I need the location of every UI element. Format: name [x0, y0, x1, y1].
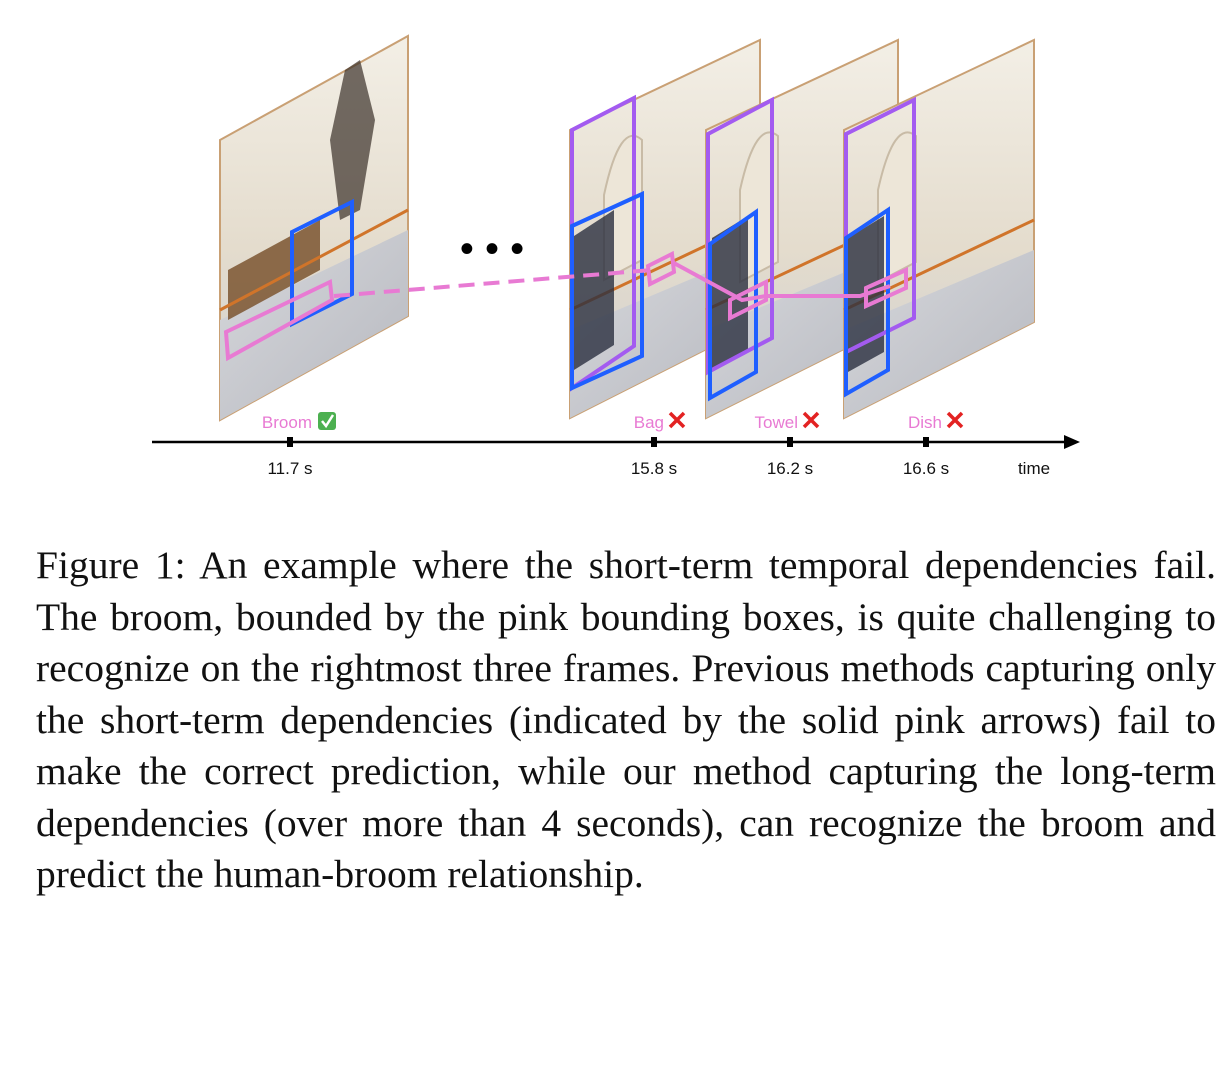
time-axis-arrowhead — [1064, 435, 1080, 449]
figure-illustration: • • • time 11.7 s 15.8 s 16.2 s 16.6 s B… — [152, 34, 1080, 478]
cross-icon — [668, 411, 686, 429]
frame-prediction-label: Bag — [634, 413, 664, 432]
time-tick — [787, 437, 793, 447]
long-term-dependency-arrow — [333, 268, 653, 298]
short-term-dependency-arrows — [671, 260, 891, 303]
ellipsis: • • • — [460, 227, 524, 271]
time-tick-label: 15.8 s — [631, 459, 677, 478]
video-frame-1 — [219, 34, 409, 422]
cross-icon — [946, 411, 964, 429]
frame-prediction-label: Towel — [755, 413, 798, 432]
time-tick-label: 11.7 s — [267, 459, 312, 478]
frame-prediction-label: Dish — [908, 413, 942, 432]
time-tick-label: 16.2 s — [767, 459, 813, 478]
time-tick-label: 16.6 s — [903, 459, 949, 478]
cross-icon — [802, 411, 820, 429]
time-axis-label: time — [1018, 459, 1050, 478]
time-tick — [923, 437, 929, 447]
time-tick — [287, 437, 293, 447]
check-icon — [318, 412, 336, 430]
frame-prediction-label: Broom — [262, 413, 312, 432]
time-tick — [651, 437, 657, 447]
figure-caption: Figure 1: An example where the short-ter… — [36, 543, 1216, 896]
